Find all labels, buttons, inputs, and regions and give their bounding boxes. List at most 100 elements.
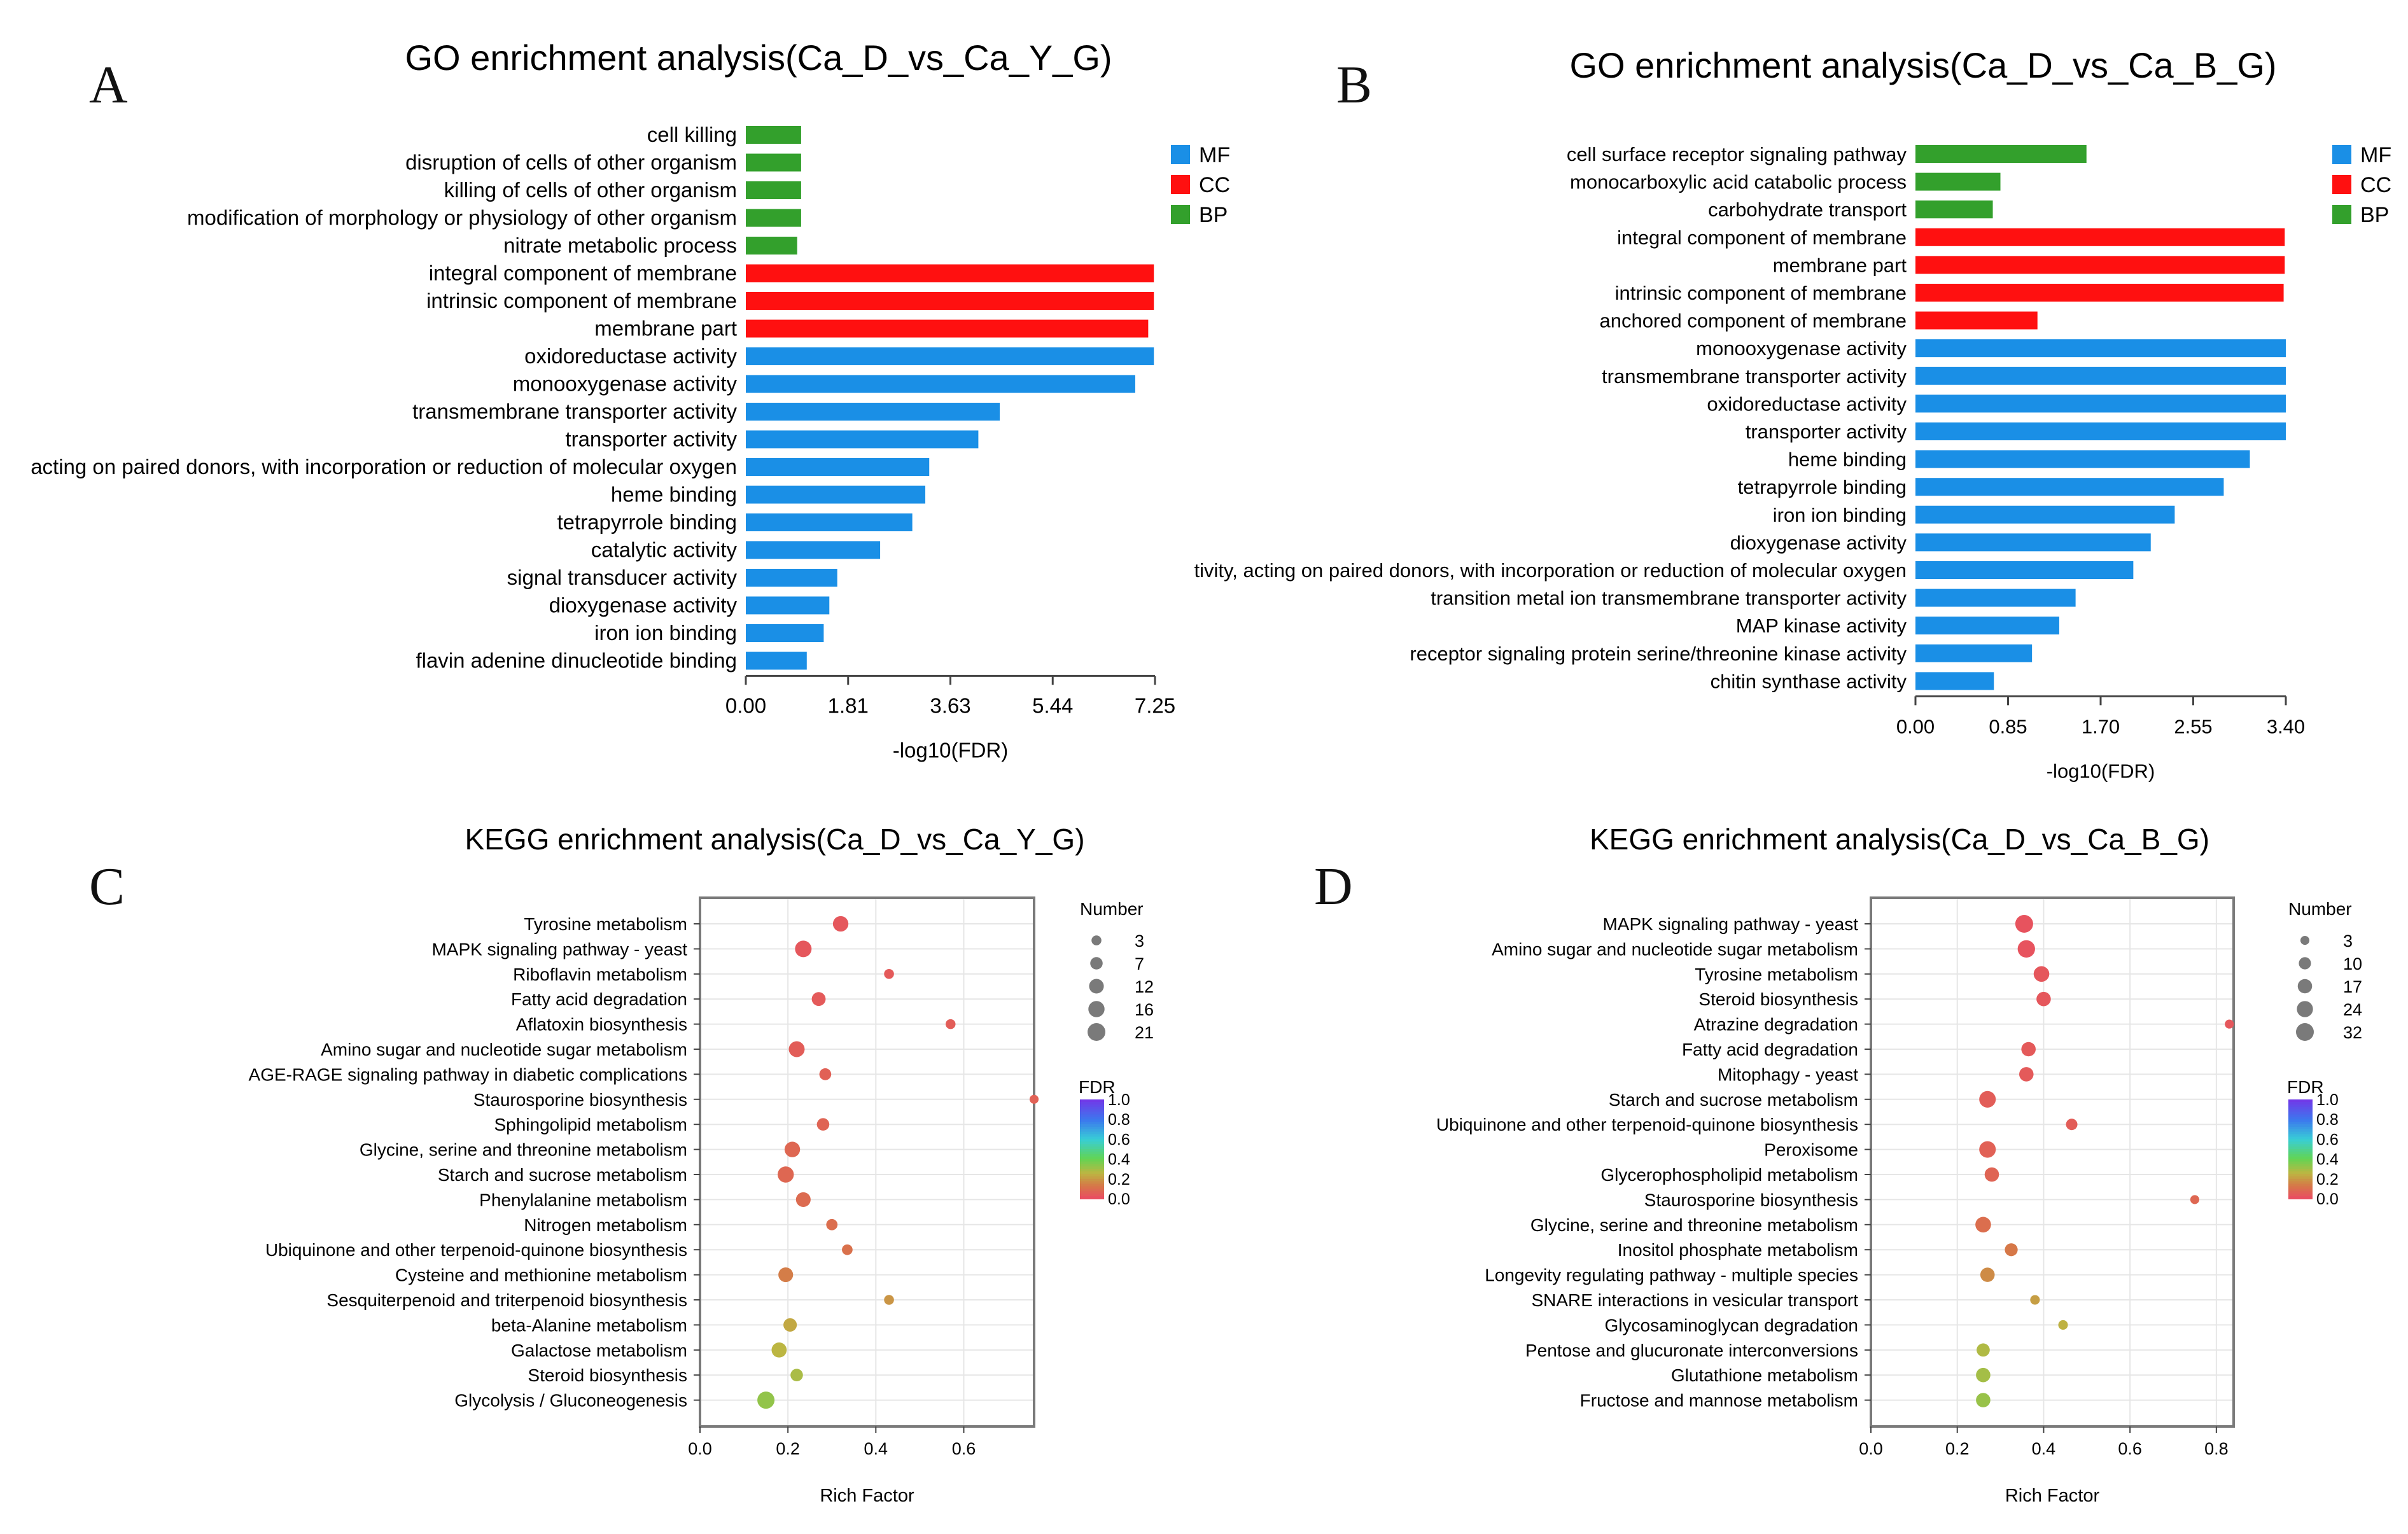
color-legend-band xyxy=(2288,1117,2313,1120)
pathway-label: Glycerophospholipid metabolism xyxy=(1600,1165,1858,1185)
color-legend-band xyxy=(2288,1189,2313,1192)
color-legend-band xyxy=(2288,1156,2313,1160)
bar-mf xyxy=(746,513,913,531)
size-legend-dot xyxy=(1089,979,1104,994)
color-legend-band xyxy=(2288,1164,2313,1168)
pathway-label: Starch and sucrose metabolism xyxy=(1609,1090,1858,1110)
color-legend-band xyxy=(2288,1126,2313,1130)
bar-label: cell killing xyxy=(647,123,737,146)
color-legend-band xyxy=(1080,1176,1104,1180)
bubble xyxy=(1977,1343,1990,1357)
bar-label: intrinsic component of membrane xyxy=(426,289,737,312)
color-legend-band xyxy=(2288,1178,2313,1182)
color-legend-band xyxy=(1080,1141,1104,1145)
bubble xyxy=(2225,1019,2234,1029)
x-tick-label: 0.6 xyxy=(952,1439,976,1458)
bar-label: acting on paired donors, with incorporat… xyxy=(31,455,737,478)
x-axis-title: Rich Factor xyxy=(820,1486,914,1506)
bar-bp xyxy=(746,209,801,227)
size-legend-dot xyxy=(1088,1001,1105,1017)
pathway-label: Mitophagy - yeast xyxy=(1718,1064,1858,1084)
size-legend-value: 12 xyxy=(1135,977,1154,996)
bar-mf xyxy=(746,624,824,642)
pathway-label: Fatty acid degradation xyxy=(1682,1040,1858,1059)
bubble xyxy=(795,940,812,958)
pathway-label: Amino sugar and nucleotide sugar metabol… xyxy=(1492,939,1858,959)
panel-letter-c: C xyxy=(89,857,125,916)
pathway-label: Nitrogen metabolism xyxy=(524,1215,687,1235)
color-legend-band xyxy=(1080,1186,1104,1190)
color-legend-band xyxy=(1080,1134,1104,1138)
x-tick-label: 3.40 xyxy=(2267,715,2305,737)
legend-label-mf: MF xyxy=(2360,143,2391,167)
size-legend-value: 3 xyxy=(2343,931,2353,951)
legend-swatch-bp xyxy=(2332,205,2351,224)
color-legend-band xyxy=(1080,1119,1104,1123)
bar-mf xyxy=(1915,644,2033,662)
bar-label: cell surface receptor signaling pathway xyxy=(1567,143,1907,165)
color-legend-band xyxy=(2288,1129,2313,1133)
bar-mf xyxy=(1915,505,2175,524)
x-tick-label: 2.55 xyxy=(2174,715,2212,737)
pathway-label: Atrazine degradation xyxy=(1694,1015,1858,1035)
bar-mf xyxy=(746,596,830,615)
bubble xyxy=(790,1369,803,1381)
bar-label: anchored component of membrane xyxy=(1599,310,1907,332)
color-legend-band xyxy=(1080,1191,1104,1195)
bar-mf xyxy=(1915,672,1994,690)
pathway-label: Fructose and mannose metabolism xyxy=(1580,1391,1858,1411)
bar-label: tivity, acting on paired donors, with in… xyxy=(1194,559,1907,582)
x-tick-label: 0.4 xyxy=(864,1439,888,1458)
bar-label: MAP kinase activity xyxy=(1736,615,1907,637)
color-legend-band xyxy=(1080,1181,1104,1185)
bubble xyxy=(945,1019,956,1029)
bar-label: transition metal ion transmembrane trans… xyxy=(1431,587,1907,610)
legend-label-bp: BP xyxy=(1199,203,1228,227)
color-legend-band xyxy=(1080,1194,1104,1197)
x-tick-label: 0.0 xyxy=(1859,1439,1883,1458)
bar-label: receptor signaling protein serine/threon… xyxy=(1410,643,1907,665)
bar-cc xyxy=(746,319,1149,338)
color-legend-band xyxy=(2288,1174,2313,1177)
color-legend-tick: 0.6 xyxy=(2316,1131,2339,1148)
color-legend-tick: 1.0 xyxy=(1108,1091,1130,1109)
bubble xyxy=(819,1068,832,1080)
color-legend-band xyxy=(2288,1124,2313,1127)
legend-swatch-mf xyxy=(2332,145,2351,164)
pathway-label: AGE-RAGE signaling pathway in diabetic c… xyxy=(249,1064,687,1084)
color-legend-band xyxy=(2288,1171,2313,1175)
pathway-label: Sphingolipid metabolism xyxy=(494,1115,687,1134)
x-tick-label: 0.8 xyxy=(2204,1439,2229,1458)
color-legend-band xyxy=(2288,1141,2313,1145)
size-legend-value: 21 xyxy=(1135,1023,1154,1042)
bar-label: iron ion binding xyxy=(1773,504,1907,526)
legend-label-cc: CC xyxy=(1199,173,1230,197)
color-legend-title: FDR xyxy=(1079,1077,1116,1097)
color-legend-band xyxy=(2288,1159,2313,1162)
x-axis-title: -log10(FDR) xyxy=(893,738,1009,762)
bar-cc xyxy=(1915,311,2038,330)
size-legend-dot xyxy=(2296,1023,2314,1041)
bar-label: integral component of membrane xyxy=(429,261,737,285)
pathway-label: Pentose and glucuronate interconversions xyxy=(1525,1341,1858,1360)
pathway-label: Glycolysis / Gluconeogenesis xyxy=(454,1391,687,1411)
color-legend-band xyxy=(1080,1169,1104,1173)
color-legend-band xyxy=(1080,1154,1104,1157)
pathway-label: MAPK signaling pathway - yeast xyxy=(431,939,687,959)
color-legend-tick: 0.2 xyxy=(2316,1171,2339,1189)
bar-label: monooxygenase activity xyxy=(513,372,738,396)
color-legend-band xyxy=(2288,1181,2313,1185)
x-tick-label: 1.81 xyxy=(828,694,869,717)
bar-label: heme binding xyxy=(1788,449,1907,471)
bar-mf xyxy=(1915,589,2076,607)
size-legend-dot xyxy=(2300,935,2310,945)
bubble xyxy=(2066,1119,2078,1131)
pathway-label: beta-Alanine metabolism xyxy=(491,1315,687,1335)
pathway-label: Staurosporine biosynthesis xyxy=(473,1090,687,1110)
bar-label: iron ion binding xyxy=(594,621,737,645)
chart-title-C: KEGG enrichment analysis(Ca_D_vs_Ca_Y_G) xyxy=(465,823,1084,856)
pathway-label: Tyrosine metabolism xyxy=(524,914,687,934)
pathway-label: Tyrosine metabolism xyxy=(1695,965,1858,984)
bar-label: dioxygenase activity xyxy=(549,594,738,617)
color-legend-band xyxy=(1080,1178,1104,1182)
